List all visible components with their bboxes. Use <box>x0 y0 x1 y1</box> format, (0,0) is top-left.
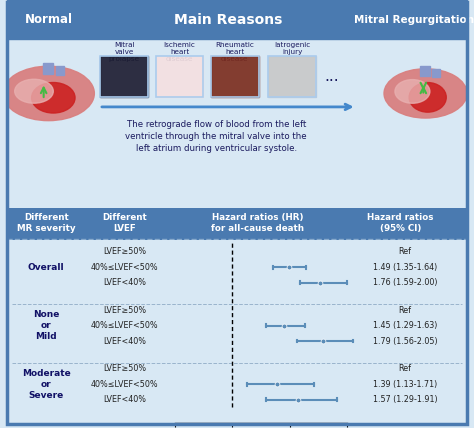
Bar <box>432 69 440 77</box>
Ellipse shape <box>3 66 94 121</box>
Text: 1.79 (1.56-2.05): 1.79 (1.56-2.05) <box>373 336 437 346</box>
Bar <box>56 66 64 75</box>
Text: The retrograde flow of blood from the left
ventricle through the mitral valve in: The retrograde flow of blood from the le… <box>126 120 307 153</box>
Text: 1.39 (1.13-1.71): 1.39 (1.13-1.71) <box>373 380 437 389</box>
Text: Iatrogenic
injury: Iatrogenic injury <box>274 42 310 54</box>
Text: 40%≤LVEF<50%: 40%≤LVEF<50% <box>91 380 158 389</box>
Bar <box>211 56 259 97</box>
Text: 40%≤LVEF<50%: 40%≤LVEF<50% <box>91 263 158 272</box>
Bar <box>155 56 203 97</box>
Text: Ref: Ref <box>398 364 411 373</box>
Text: Ref: Ref <box>398 247 411 256</box>
Ellipse shape <box>409 83 446 112</box>
Ellipse shape <box>395 80 430 103</box>
Bar <box>268 56 316 97</box>
Text: Ischemic
heart
disease: Ischemic heart disease <box>164 42 195 62</box>
Text: None
or
Mild: None or Mild <box>33 310 59 342</box>
Bar <box>7 0 467 39</box>
Text: Hazard ratios
(95% CI): Hazard ratios (95% CI) <box>367 213 433 233</box>
Bar <box>155 56 203 97</box>
Text: Hazard ratios (HR)
for all-cause death: Hazard ratios (HR) for all-cause death <box>211 213 304 233</box>
Text: Different
MR severity: Different MR severity <box>17 213 75 233</box>
Text: 1.57 (1.29-1.91): 1.57 (1.29-1.91) <box>373 395 437 404</box>
Bar <box>420 66 430 76</box>
Bar <box>100 56 148 97</box>
Text: 40%≤LVEF<50%: 40%≤LVEF<50% <box>91 321 158 330</box>
Ellipse shape <box>15 79 53 103</box>
Text: Different
LVEF: Different LVEF <box>102 213 147 233</box>
Text: Ref: Ref <box>398 306 411 315</box>
Text: 1.45 (1.29-1.63): 1.45 (1.29-1.63) <box>373 321 437 330</box>
Text: LVEF≥50%: LVEF≥50% <box>103 364 146 373</box>
Text: Normal: Normal <box>25 13 73 26</box>
Bar <box>100 56 148 97</box>
Text: Mitral
valve
prolapse: Mitral valve prolapse <box>109 42 140 62</box>
Ellipse shape <box>32 83 75 113</box>
Bar <box>268 56 316 97</box>
Bar <box>43 63 53 74</box>
Bar <box>211 56 259 97</box>
Text: LVEF<40%: LVEF<40% <box>103 395 146 404</box>
Text: LVEF<40%: LVEF<40% <box>103 278 146 287</box>
Text: Mitral Regurgitation: Mitral Regurgitation <box>354 15 474 25</box>
Text: Overall: Overall <box>28 263 64 272</box>
Text: LVEF≥50%: LVEF≥50% <box>103 306 146 315</box>
Text: LVEF≥50%: LVEF≥50% <box>103 247 146 256</box>
Text: 1.49 (1.35-1.64): 1.49 (1.35-1.64) <box>373 263 437 272</box>
Text: Moderate
or
Severe: Moderate or Severe <box>22 369 71 400</box>
Text: 1.76 (1.59-2.00): 1.76 (1.59-2.00) <box>373 278 437 287</box>
Text: ...: ... <box>324 69 338 84</box>
Ellipse shape <box>384 69 467 118</box>
Text: LVEF<40%: LVEF<40% <box>103 336 146 346</box>
Text: Rheumatic
heart
disease: Rheumatic heart disease <box>215 42 254 62</box>
Text: Main Reasons: Main Reasons <box>173 13 282 27</box>
